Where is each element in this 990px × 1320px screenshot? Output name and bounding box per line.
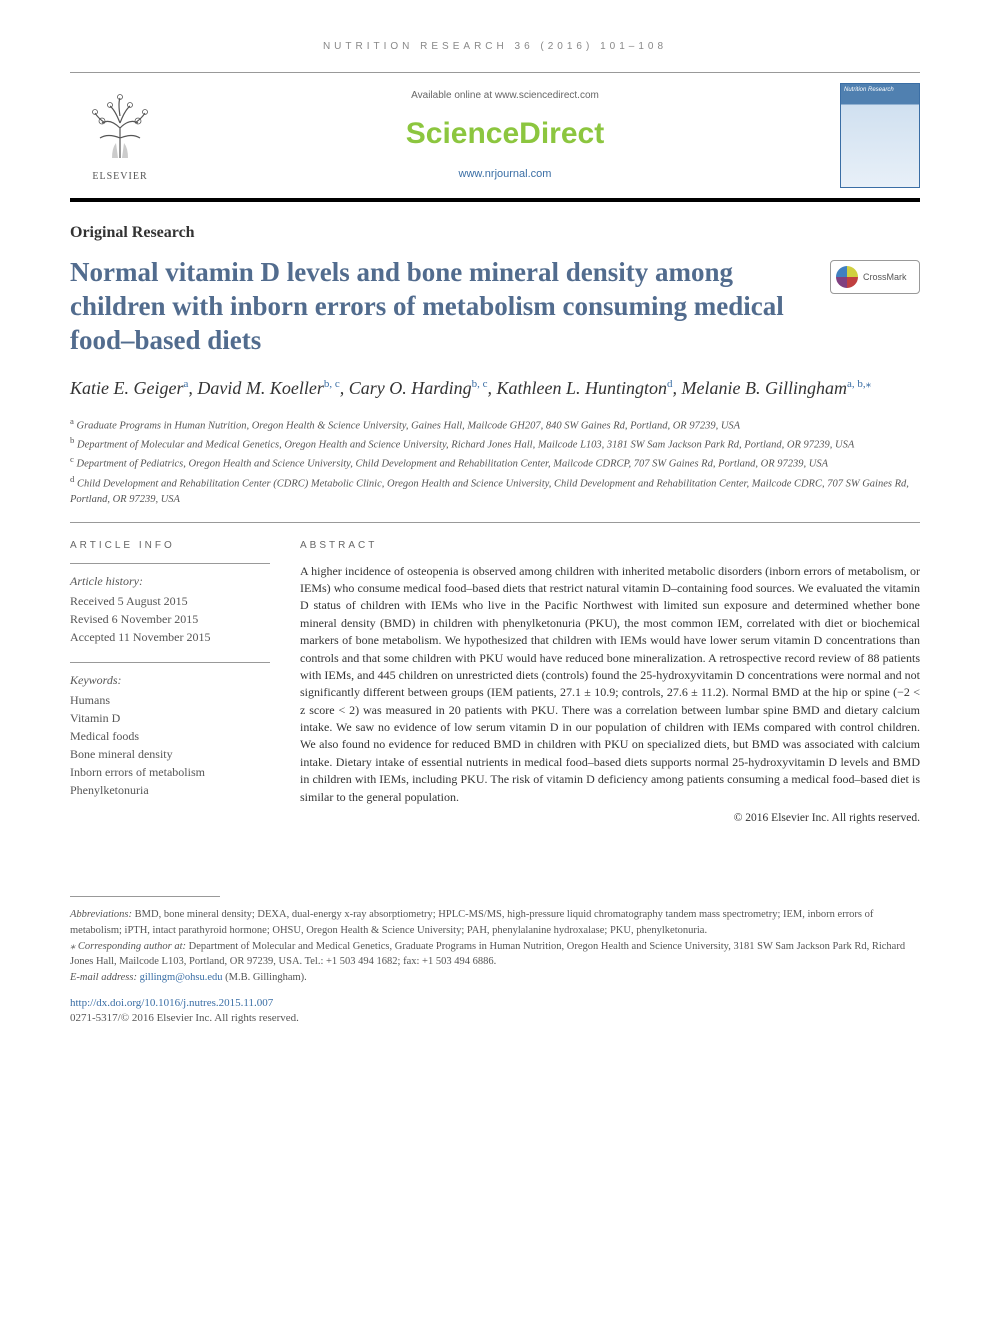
history-label: Article history:	[70, 572, 270, 590]
journal-cover-thumbnail: Nutrition Research	[840, 83, 920, 188]
keywords-label: Keywords:	[70, 671, 270, 689]
running-head: NUTRITION RESEARCH 36 (2016) 101–108	[70, 40, 920, 54]
history-accepted: Accepted 11 November 2015	[70, 628, 270, 646]
journal-cover-title: Nutrition Research	[841, 84, 919, 96]
available-online-text: Available online at www.sciencedirect.co…	[170, 89, 840, 103]
corresponding-text: Department of Molecular and Medical Gene…	[70, 941, 905, 968]
keywords-block: Keywords: Humans Vitamin D Medical foods…	[70, 662, 270, 799]
author: Cary O. Hardingb, c	[349, 378, 488, 398]
article-info-column: ARTICLE INFO Article history: Received 5…	[70, 539, 270, 827]
abbreviations-text: BMD, bone mineral density; DEXA, dual-en…	[70, 909, 873, 936]
divider	[70, 522, 920, 523]
abstract-text: A higher incidence of osteopenia is obse…	[300, 563, 920, 806]
affiliation: b Department of Molecular and Medical Ge…	[70, 434, 920, 453]
masthead: ELSEVIER Available online at www.science…	[70, 72, 920, 202]
abbreviations-footnote: Abbreviations: BMD, bone mineral density…	[70, 907, 920, 939]
author: Kathleen L. Huntingtond	[496, 378, 672, 398]
abstract-heading: ABSTRACT	[300, 539, 920, 553]
keyword: Bone mineral density	[70, 745, 270, 763]
abstract-copyright: © 2016 Elsevier Inc. All rights reserved…	[300, 810, 920, 826]
email-link[interactable]: gillingm@ohsu.edu	[140, 972, 223, 983]
footnotes: Abbreviations: BMD, bone mineral density…	[70, 907, 920, 986]
author: Katie E. Geigera	[70, 378, 188, 398]
keyword: Medical foods	[70, 727, 270, 745]
affiliation: a Graduate Programs in Human Nutrition, …	[70, 415, 920, 434]
email-person: (M.B. Gillingham).	[225, 972, 307, 983]
article-info-heading: ARTICLE INFO	[70, 539, 270, 553]
keyword: Vitamin D	[70, 709, 270, 727]
crossmark-badge[interactable]: CrossMark	[830, 260, 920, 294]
sciencedirect-logo[interactable]: ScienceDirect	[170, 113, 840, 155]
journal-url-link[interactable]: www.nrjournal.com	[170, 167, 840, 182]
author-list: Katie E. Geigera, David M. Koellerb, c, …	[70, 376, 920, 401]
abbreviations-label: Abbreviations:	[70, 909, 132, 920]
abstract-column: ABSTRACT A higher incidence of osteopeni…	[300, 539, 920, 827]
publisher-logo-block: ELSEVIER	[70, 88, 170, 184]
article-title: Normal vitamin D levels and bone mineral…	[70, 256, 815, 357]
affiliation-list: a Graduate Programs in Human Nutrition, …	[70, 415, 920, 508]
keyword: Phenylketonuria	[70, 781, 270, 799]
doi-link[interactable]: http://dx.doi.org/10.1016/j.nutres.2015.…	[70, 996, 920, 1011]
issn-copyright-line: 0271-5317/© 2016 Elsevier Inc. All right…	[70, 1011, 920, 1026]
elsevier-tree-icon	[80, 88, 160, 168]
history-received: Received 5 August 2015	[70, 592, 270, 610]
keyword: Inborn errors of metabolism	[70, 763, 270, 781]
publisher-label: ELSEVIER	[70, 170, 170, 184]
article-history-block: Article history: Received 5 August 2015 …	[70, 563, 270, 646]
corresponding-label: ⁎ Corresponding author at:	[70, 941, 186, 952]
footnote-divider	[70, 896, 220, 897]
crossmark-icon	[836, 266, 858, 288]
corresponding-author-footnote: ⁎ Corresponding author at: Department of…	[70, 939, 920, 971]
affiliation: c Department of Pediatrics, Oregon Healt…	[70, 453, 920, 472]
article-type: Original Research	[70, 222, 920, 244]
keyword: Humans	[70, 691, 270, 709]
author: David M. Koellerb, c	[197, 378, 339, 398]
email-label: E-mail address:	[70, 972, 137, 983]
crossmark-label: CrossMark	[863, 271, 907, 284]
email-footnote: E-mail address: gillingm@ohsu.edu (M.B. …	[70, 970, 920, 986]
affiliation: d Child Development and Rehabilitation C…	[70, 473, 920, 508]
author: Melanie B. Gillinghama, b,⁎	[681, 378, 871, 398]
history-revised: Revised 6 November 2015	[70, 610, 270, 628]
masthead-center: Available online at www.sciencedirect.co…	[170, 89, 840, 182]
